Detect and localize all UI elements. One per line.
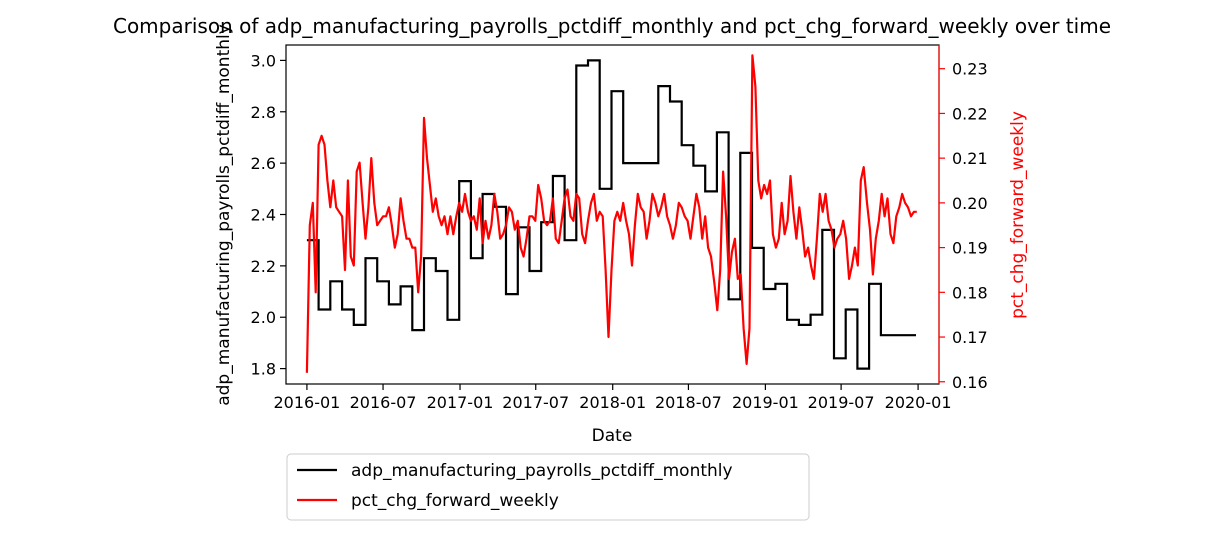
y2-tick-label: 0.17 bbox=[952, 328, 988, 347]
y-tick-label: 1.8 bbox=[251, 360, 276, 379]
legend-frame bbox=[286, 453, 810, 521]
x-tick-label: 2016-01 bbox=[273, 393, 340, 412]
y-tick-label: 2.2 bbox=[251, 257, 276, 276]
y2-tick-label: 0.16 bbox=[952, 373, 988, 392]
x-tick-label: 2019-01 bbox=[732, 393, 799, 412]
y2-tick-label: 0.20 bbox=[952, 194, 988, 213]
legend-label-series1: adp_manufacturing_payrolls_pctdiff_month… bbox=[351, 461, 733, 481]
y-tick-label: 2.4 bbox=[251, 206, 276, 225]
x-tick-label: 2019-07 bbox=[808, 393, 875, 412]
x-axis-label: Date bbox=[592, 426, 633, 446]
y-tick-label: 2.8 bbox=[251, 103, 276, 122]
y2-tick-label: 0.19 bbox=[952, 239, 988, 258]
series-line-adp-manufacturing bbox=[306, 59, 916, 370]
x-tick-label: 2017-01 bbox=[427, 393, 494, 412]
chart-title: Comparison of adp_manufacturing_payrolls… bbox=[113, 14, 1111, 38]
y-tick-label: 2.6 bbox=[251, 154, 276, 173]
y-tick-label: 2.0 bbox=[251, 308, 276, 327]
legend-label-series2: pct_chg_forward_weekly bbox=[351, 491, 559, 511]
series-line-pct-chg-forward bbox=[305, 54, 917, 373]
x-tick-label: 2017-07 bbox=[502, 393, 569, 412]
y-axis-label: adp_manufacturing_payrolls_pctdiff_month… bbox=[214, 24, 234, 406]
y2-tick-label: 0.18 bbox=[952, 283, 988, 302]
y-tick-label: 3.0 bbox=[251, 51, 276, 70]
x-tick-label: 2016-07 bbox=[350, 393, 417, 412]
legend: adp_manufacturing_payrolls_pctdiff_month… bbox=[286, 453, 810, 521]
y2-tick-label: 0.21 bbox=[952, 149, 988, 168]
x-tick-label: 2018-07 bbox=[655, 393, 722, 412]
x-tick-label: 2018-01 bbox=[579, 393, 646, 412]
y2-axis-label: pct_chg_forward_weekly bbox=[1008, 111, 1028, 319]
x-tick-label: 2020-01 bbox=[885, 393, 952, 412]
y2-tick-label: 0.23 bbox=[952, 60, 988, 79]
y2-tick-label: 0.22 bbox=[952, 104, 988, 123]
